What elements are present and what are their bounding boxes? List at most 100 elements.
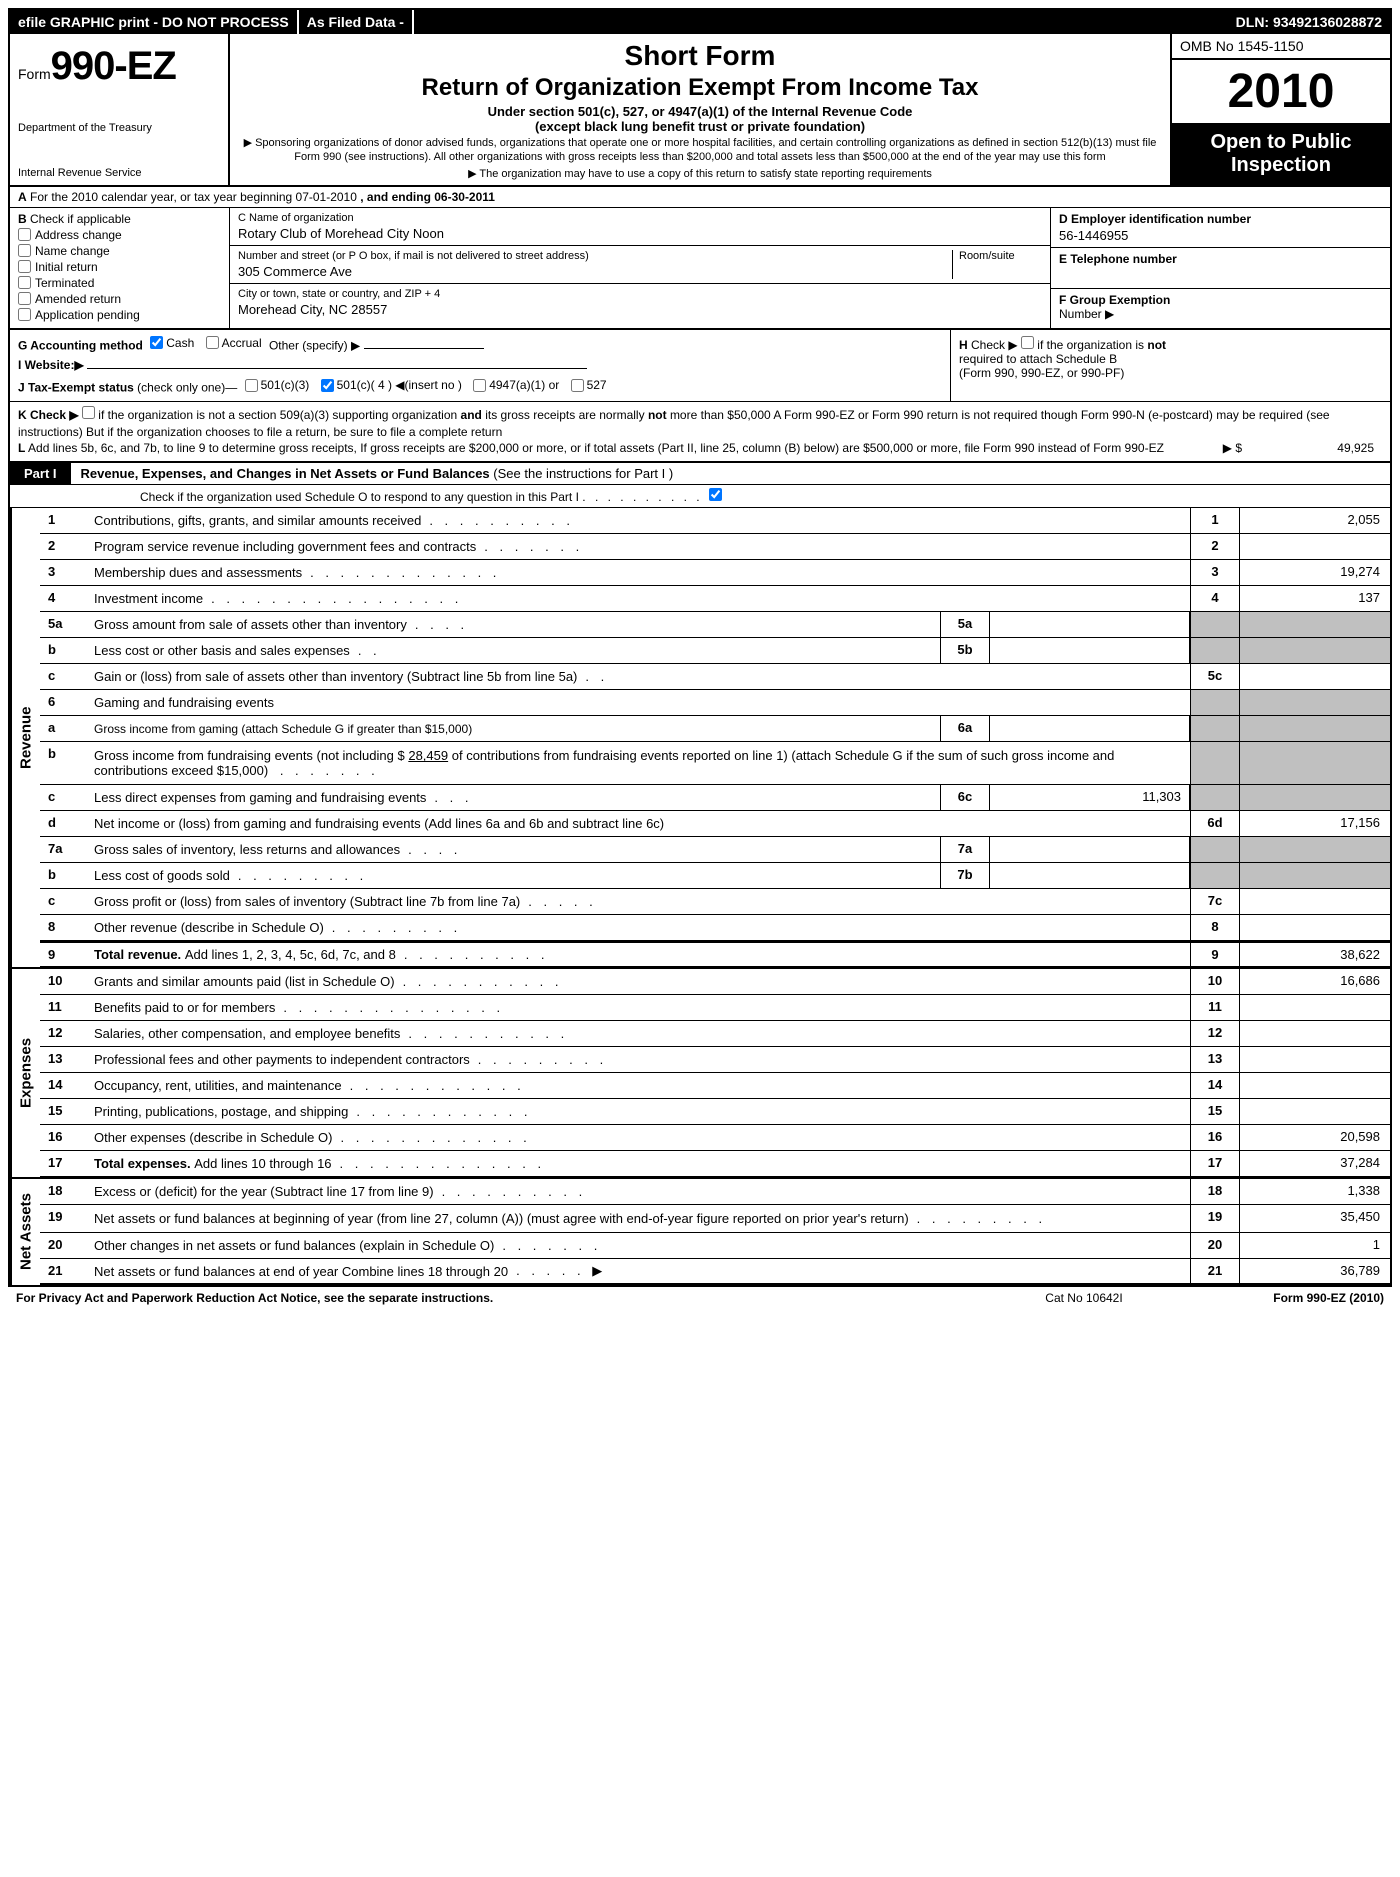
line-9-box-num: 9 [1190,943,1240,966]
line-9-text: Add lines 1, 2, 3, 4, 5c, 6d, 7c, and 8 [185,947,396,962]
chk-4947-label: 4947(a)(1) or [489,378,559,392]
line-17-value: 37,284 [1240,1151,1390,1176]
line-9-value: 38,622 [1240,943,1390,966]
revenue-lines: 1 Contributions, gifts, grants, and simi… [40,508,1390,967]
line-14: 14 Occupancy, rent, utilities, and maint… [40,1073,1390,1099]
line-16-dots: . . . . . . . . . . . . . [332,1130,1186,1145]
line-6a-text: Gross income from gaming (attach Schedul… [94,722,472,736]
line-5a-desc: Gross amount from sale of assets other t… [90,612,940,637]
chk-4947-box[interactable] [473,379,486,392]
line-20-value: 1 [1240,1233,1390,1258]
chk-accrual-box[interactable] [206,336,219,349]
chk-amended-return[interactable]: Amended return [18,292,221,306]
telephone-row: E Telephone number [1051,248,1390,288]
line-6a-num: a [40,716,90,741]
chk-initial-return-box[interactable] [18,260,31,273]
chk-application-pending[interactable]: Application pending [18,308,221,322]
chk-cash-label: Cash [166,336,194,350]
chk-initial-return[interactable]: Initial return [18,260,221,274]
line-4-box-num: 4 [1190,586,1240,611]
city-row: City or town, state or country, and ZIP … [230,284,1050,321]
chk-527[interactable]: 527 [571,378,607,392]
line-6-text: Gaming and fundraising events [94,695,274,710]
other-specify: Other (specify) ▶ [269,338,360,352]
chk-4947[interactable]: 4947(a)(1) or [473,378,559,392]
k-text2: its gross receipts are normally [485,408,644,422]
line-6b-text1: Gross income from fundraising events (no… [94,748,405,763]
row-gi-left: G Accounting method Cash Accrual Other (… [10,330,950,401]
line-12-text: Salaries, other compensation, and employ… [94,1026,400,1041]
line-2-num: 2 [40,534,90,559]
line-15-desc: Printing, publications, postage, and shi… [90,1099,1190,1124]
room-suite-label: Room/suite [952,250,1042,279]
chk-terminated[interactable]: Terminated [18,276,221,290]
chk-cash-box[interactable] [150,336,163,349]
group-exemption-label2: Number ▶ [1059,307,1382,321]
line-10-value: 16,686 [1240,969,1390,994]
b-label: B [18,212,27,226]
chk-cash[interactable]: Cash [150,336,194,350]
line-5b: b Less cost or other basis and sales exp… [40,638,1390,664]
open-line1: Open to Public [1176,131,1386,154]
column-b-checkboxes: B Check if applicable Address change Nam… [10,208,230,328]
line-4-text: Investment income [94,591,203,606]
street-row: Number and street (or P O box, if mail i… [230,246,1050,284]
line-20-box-num: 20 [1190,1233,1240,1258]
line-13-text: Professional fees and other payments to … [94,1052,470,1067]
line-10-num: 10 [40,969,90,994]
omb-number: OMB No 1545-1150 [1172,34,1390,60]
line-7c: c Gross profit or (loss) from sales of i… [40,889,1390,915]
line-5c-num: c [40,664,90,689]
chk-name-change-box[interactable] [18,244,31,257]
line-10-text: Grants and similar amounts paid (list in… [94,974,395,989]
org-name-label: C Name of organization [238,212,1042,224]
line-5a-val-grey [1240,612,1390,637]
line-8-text: Other revenue (describe in Schedule O) [94,920,324,935]
part-1-title-text: Revenue, Expenses, and Changes in Net As… [81,466,490,481]
part-1-badge: Part I [10,463,71,484]
line-6d-value: 17,156 [1240,811,1390,836]
row-h-schedule-b: H Check ▶ if the organization is not req… [950,330,1390,401]
line-4-value: 137 [1240,586,1390,611]
h-rest2: required to attach Schedule B [959,352,1382,366]
chk-accrual[interactable]: Accrual [206,336,262,350]
line-6a-desc: Gross income from gaming (attach Schedul… [90,716,940,741]
chk-501c3[interactable]: 501(c)(3) [245,378,310,392]
org-name-value: Rotary Club of Morehead City Noon [238,226,1042,241]
line-7b-desc: Less cost of goods sold. . . . . . . . . [90,863,940,888]
k-text1: if the organization is not a section 509… [98,408,457,422]
b-header: B Check if applicable [18,212,221,226]
chk-terminated-box[interactable] [18,276,31,289]
line-6c-main-grey [1190,785,1240,810]
chk-application-pending-box[interactable] [18,308,31,321]
line-6c-sub-num: 6c [940,785,990,810]
line-6a-sub-num: 6a [940,716,990,741]
chk-schedule-b[interactable] [1021,336,1034,349]
chk-address-change[interactable]: Address change [18,228,221,242]
chk-k[interactable] [82,406,95,419]
dln-number: DLN: 93492136028872 [1228,10,1390,34]
line-7c-desc: Gross profit or (loss) from sales of inv… [90,889,1190,914]
chk-501c-box[interactable] [321,379,334,392]
line-10-box-num: 10 [1190,969,1240,994]
footer-privacy: For Privacy Act and Paperwork Reduction … [16,1291,984,1305]
as-filed-label: As Filed Data - [299,10,414,34]
line-7c-box-num: 7c [1190,889,1240,914]
chk-amended-return-box[interactable] [18,292,31,305]
chk-name-change[interactable]: Name change [18,244,221,258]
line-12-desc: Salaries, other compensation, and employ… [90,1021,1190,1046]
chk-527-box[interactable] [571,379,584,392]
k-not: not [648,408,667,422]
chk-501c3-box[interactable] [245,379,258,392]
chk-address-change-box[interactable] [18,228,31,241]
line-14-desc: Occupancy, rent, utilities, and maintena… [90,1073,1190,1098]
line-3-dots: . . . . . . . . . . . . . [302,565,1186,580]
footer-form-ref: Form 990-EZ (2010) [1184,1291,1384,1305]
line-21: 21 Net assets or fund balances at end of… [40,1259,1390,1285]
chk-501c[interactable]: 501(c)( 4 ) ◀(insert no ) [321,378,462,392]
chk-schedule-o[interactable] [709,488,722,501]
line-20-num: 20 [40,1233,90,1258]
line-6b-num: b [40,742,90,784]
l-text: Add lines 5b, 6c, and 7b, to line 9 to d… [28,441,1164,455]
form-container: efile GRAPHIC print - DO NOT PROCESS As … [8,8,1392,1287]
